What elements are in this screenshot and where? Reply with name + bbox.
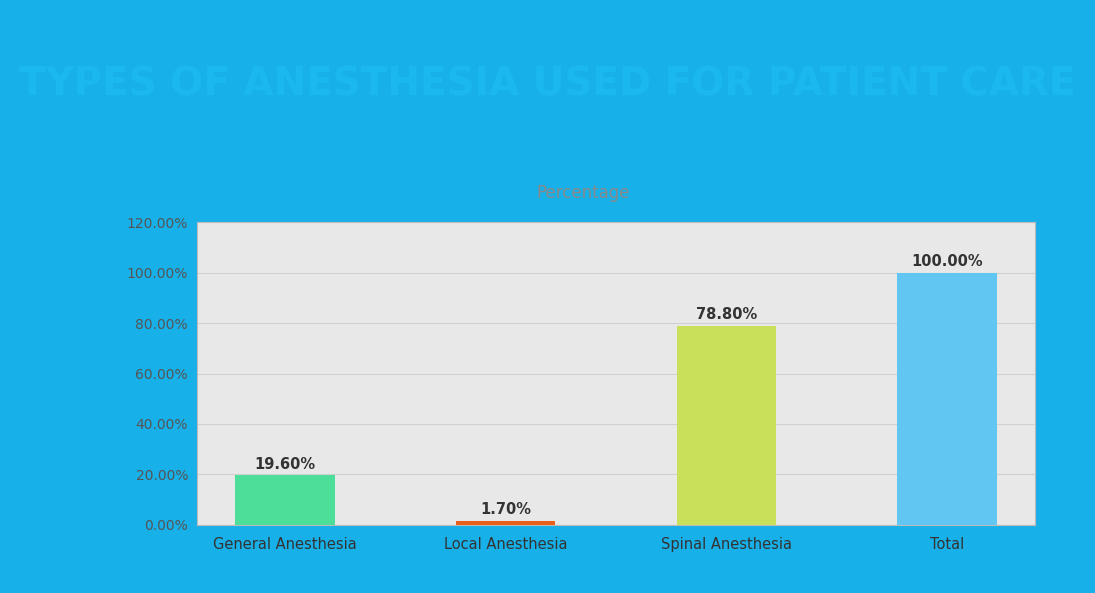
Text: TYPES OF ANESTHESIA USED FOR PATIENT CARE: TYPES OF ANESTHESIA USED FOR PATIENT CAR… [20,66,1075,104]
Bar [456,521,555,525]
Bar [898,273,996,525]
Text: Percentage: Percentage [537,184,630,202]
Text: 78.80%: 78.80% [695,307,757,323]
Bar [235,476,334,525]
Bar [677,326,776,525]
Text: 19.60%: 19.60% [254,457,315,471]
Text: 1.70%: 1.70% [480,502,531,517]
Text: 100.00%: 100.00% [911,254,983,269]
